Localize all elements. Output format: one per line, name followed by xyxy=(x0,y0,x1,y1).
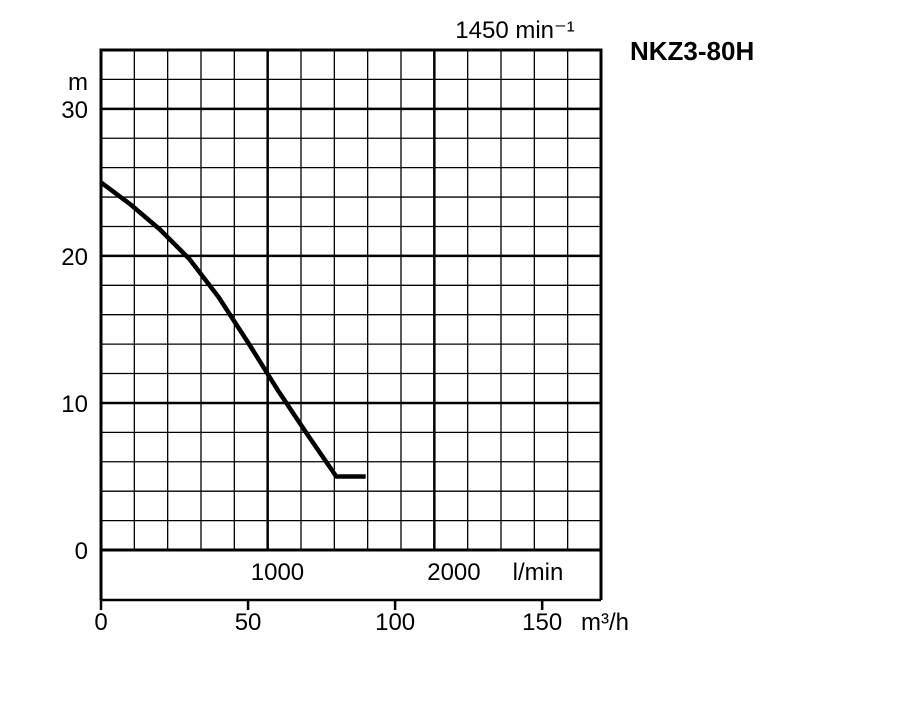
plot-border xyxy=(99,48,603,552)
label-layer: NKZ3-80H 1450 min⁻¹ m l/min m³/h 0 10 20 30… xyxy=(61,17,754,636)
x-tick-label-lmin: 1000 xyxy=(251,559,304,586)
plot-frame xyxy=(99,48,603,610)
x-axis-unit-m3h: m³/h xyxy=(581,609,629,636)
y-tick-label: 30 xyxy=(61,97,88,124)
x-tick-label-m3h: 0 xyxy=(94,609,107,636)
x-tick-label-m3h: 50 xyxy=(235,609,262,636)
x-tick-label-m3h: 150 xyxy=(522,609,562,636)
y-tick-label: 0 xyxy=(75,538,88,565)
curve-layer xyxy=(99,180,366,479)
x-tick-label-m3h: 100 xyxy=(375,609,415,636)
y-tick-label: 10 xyxy=(61,391,88,418)
grid xyxy=(101,50,601,550)
y-tick-label: 20 xyxy=(61,244,88,271)
speed-label: 1450 min⁻¹ xyxy=(455,17,574,44)
x-axis-unit-lmin: l/min xyxy=(513,559,564,586)
head-curve-series-1 xyxy=(99,180,366,479)
chart-title: NKZ3-80H xyxy=(630,36,754,66)
x-tick-label-lmin: 2000 xyxy=(427,559,480,586)
y-axis-unit: m xyxy=(68,69,88,96)
